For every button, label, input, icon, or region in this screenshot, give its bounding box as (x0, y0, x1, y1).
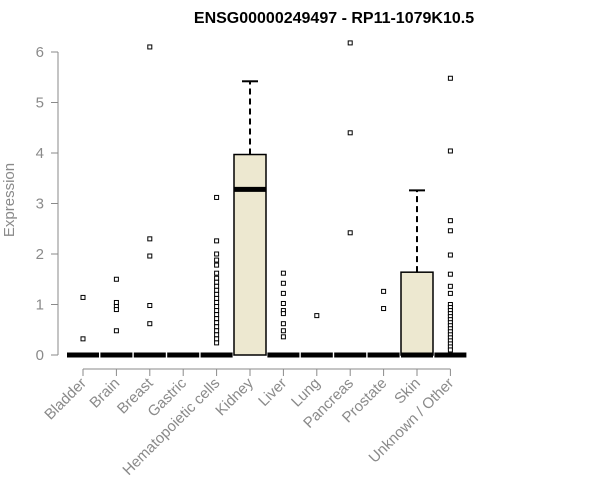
outlier-point (447, 271, 453, 277)
outlier-point (347, 130, 353, 136)
outlier-point (214, 257, 220, 263)
category-label: Liver (255, 375, 290, 410)
outlier-point (347, 40, 353, 46)
outlier-point (147, 321, 153, 327)
y-tick-label: 1 (36, 297, 44, 314)
outlier-point (214, 336, 220, 342)
outlier-point (314, 313, 320, 319)
box (400, 271, 434, 356)
outlier-point (214, 287, 220, 293)
outlier-point (113, 328, 119, 334)
chart-title: ENSG00000249497 - RP11-1079K10.5 (194, 10, 474, 27)
outlier-point (280, 328, 286, 334)
outlier-point (214, 194, 220, 200)
outlier-point (147, 44, 153, 50)
y-tick-label: 0 (36, 347, 44, 364)
outlier-point (113, 299, 119, 305)
outlier-point (447, 228, 453, 234)
outlier-point (381, 306, 387, 312)
outlier-point (280, 311, 286, 317)
y-tick-label: 3 (36, 196, 44, 213)
outlier-point (214, 340, 220, 346)
outlier-point (80, 336, 86, 342)
category-label: Kidney (212, 374, 257, 419)
outlier-point (214, 291, 220, 297)
outlier-point (280, 334, 286, 340)
category-label: Bladder (41, 375, 90, 424)
outlier-point (280, 300, 286, 306)
y-tick-label: 4 (36, 145, 44, 162)
outlier-point (447, 290, 453, 296)
y-tick-label: 5 (36, 95, 44, 112)
y-tick-label: 2 (36, 246, 44, 263)
outlier-point (214, 328, 220, 334)
outlier-point (214, 251, 220, 257)
outlier-point (447, 252, 453, 258)
box (233, 153, 267, 356)
outlier-point (214, 295, 220, 301)
outlier-point (347, 230, 353, 236)
outlier-point (113, 307, 119, 313)
outlier-point (447, 218, 453, 224)
outlier-points (80, 40, 453, 353)
outlier-point (447, 347, 453, 353)
outlier-point (214, 299, 220, 305)
outlier-point (280, 270, 286, 276)
outlier-point (214, 312, 220, 318)
outlier-point (147, 303, 153, 309)
outlier-point (214, 238, 220, 244)
outlier-point (214, 283, 220, 289)
outlier-point (147, 236, 153, 242)
y-tick-label: 6 (36, 44, 44, 61)
outlier-point (214, 304, 220, 310)
outlier-point (147, 253, 153, 259)
outlier-point (381, 288, 387, 294)
outlier-point (214, 279, 220, 285)
outlier-point (80, 294, 86, 300)
outlier-point (447, 148, 453, 154)
box-series (67, 80, 467, 358)
outlier-point (214, 316, 220, 322)
outlier-point (214, 308, 220, 314)
outlier-point (214, 324, 220, 330)
y-axis: 0 1 2 3 4 5 6 (36, 44, 59, 364)
outlier-point (214, 320, 220, 326)
outlier-point (447, 75, 453, 81)
outlier-point (113, 276, 119, 282)
outlier-point (214, 332, 220, 338)
outlier-point (214, 275, 220, 281)
outlier-point (214, 270, 220, 276)
outlier-point (214, 262, 220, 268)
outlier-point (280, 280, 286, 286)
y-axis-label: Expression (1, 163, 18, 237)
outlier-point (447, 283, 453, 289)
outlier-point (280, 321, 286, 327)
outlier-point (280, 290, 286, 296)
